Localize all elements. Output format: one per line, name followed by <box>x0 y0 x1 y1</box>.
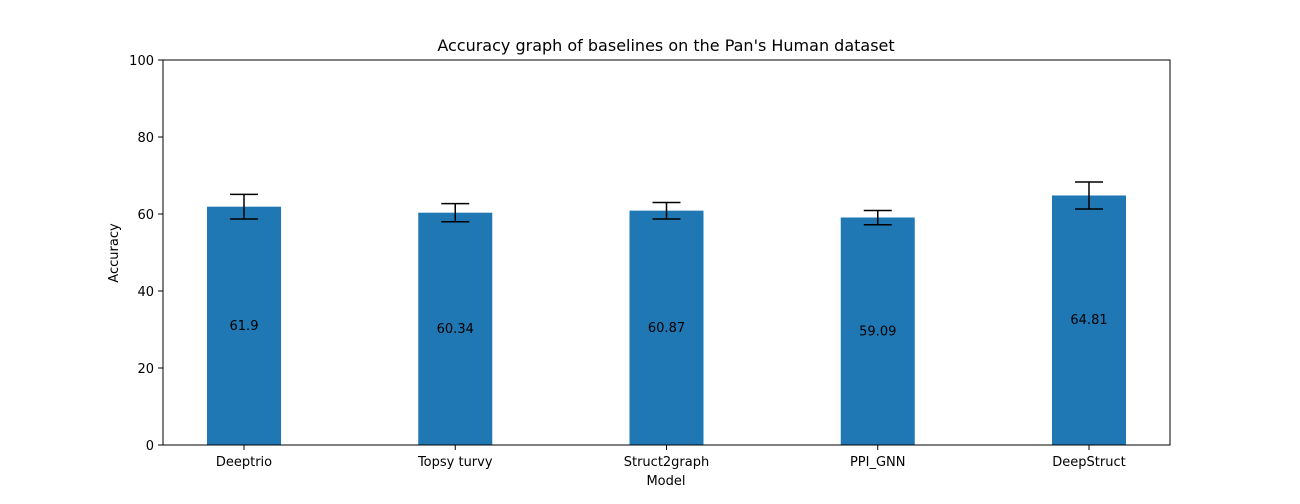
x-tick-label-1: Topsy turvy <box>417 455 493 470</box>
data-label-3: 59.09 <box>859 324 896 339</box>
data-label-1: 60.34 <box>437 322 474 337</box>
y-tick-label-1: 20 <box>137 362 154 377</box>
data-label-0: 61.9 <box>230 319 259 334</box>
error-bar-0 <box>230 193 258 220</box>
y-tick-label-0: 0 <box>146 439 154 454</box>
y-tick-label-2: 40 <box>137 285 154 300</box>
chart-title: Accuracy graph of baselines on the Pan's… <box>437 36 894 55</box>
x-axis-label: Model <box>646 474 685 489</box>
data-label-2: 60.87 <box>648 321 685 336</box>
y-axis-label: Accuracy <box>107 223 122 283</box>
bar-1 <box>418 212 493 445</box>
data-label-4: 64.81 <box>1070 313 1107 328</box>
data-labels-layer: 61.9 60.34 60.87 59.09 64.81 <box>230 313 1108 339</box>
y-tick-label-5: 100 <box>129 54 154 69</box>
y-tick-label-3: 60 <box>137 208 154 223</box>
bar-4 <box>1052 195 1126 445</box>
x-axis-ticks: Deeptrio Topsy turvy Struct2graph PPI_GNN De… <box>216 445 1126 470</box>
bar-2 <box>629 210 704 445</box>
bars-layer <box>207 195 1126 445</box>
bar-0 <box>207 206 281 445</box>
y-axis-ticks: 0 20 40 60 80 100 <box>129 54 163 454</box>
error-bar-2 <box>652 201 681 220</box>
error-bar-1 <box>441 202 470 223</box>
y-tick-label-4: 80 <box>137 131 154 146</box>
error-bars-layer <box>230 181 1103 226</box>
plot-frame <box>162 59 1171 446</box>
error-bar-3 <box>863 209 892 226</box>
x-tick-label-4: DeepStruct <box>1052 455 1125 470</box>
error-bar-4 <box>1075 181 1103 210</box>
x-tick-label-3: PPI_GNN <box>850 455 906 470</box>
x-tick-label-0: Deeptrio <box>216 455 272 470</box>
bar-3 <box>840 217 915 445</box>
x-tick-label-2: Struct2graph <box>624 455 710 470</box>
